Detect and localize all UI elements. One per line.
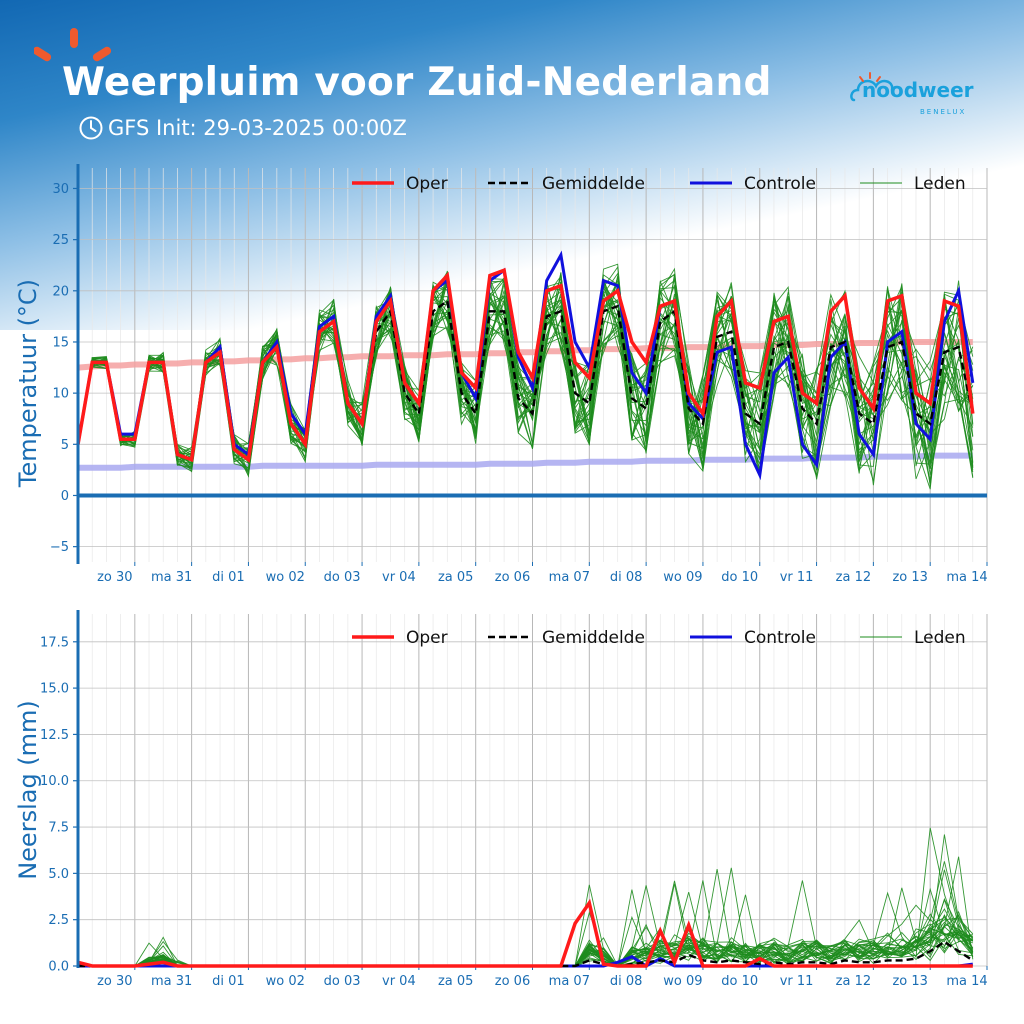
x-tick-label: di 08 [610,974,643,989]
legend-label: Gemiddelde [542,628,645,648]
x-tick-label: do 03 [324,570,361,585]
x-tick-label: di 01 [212,570,245,585]
y-tick-label: 15 [52,335,69,350]
member-line [77,281,973,477]
x-tick-label: za 12 [836,570,871,585]
sun-logo-icon [34,28,112,62]
x-tick-label: zo 13 [892,570,927,585]
x-tick-label: wo 02 [266,974,305,989]
x-tick-label: wo 02 [266,570,305,585]
clock-icon [79,116,103,140]
y-tick-label: 12.5 [40,728,69,743]
y-tick-label: 0 [61,489,69,504]
y-tick-label: −5 [50,540,69,555]
brand-name: noodweer [862,78,974,102]
y-tick-label: 15.0 [40,682,69,697]
member-line [78,926,974,967]
x-tick-label: vr 04 [382,570,416,585]
x-tick-label: zo 13 [892,974,927,989]
x-tick-label: ma 07 [549,974,590,989]
member-line [77,280,974,476]
x-tick-label: za 05 [438,974,473,989]
x-tick-label: do 10 [721,570,758,585]
legend-label: Oper [406,174,448,194]
header-background [0,0,1024,330]
y-tick-label: 25 [52,233,69,248]
x-tick-label: vr 11 [780,974,814,989]
y-tick-label: 0.0 [48,960,69,975]
y-tick-label: 10 [52,387,69,402]
x-tick-label: do 10 [721,974,758,989]
legend-label: Gemiddelde [542,174,645,194]
x-tick-label: wo 09 [663,974,702,989]
member-line [77,285,974,473]
x-tick-label: ma 14 [946,974,987,989]
x-tick-label: zo 06 [495,570,530,585]
oper-line [77,898,973,968]
precipitation-chart: 0.0 2.5 5.0 7.5 10.0 12.5 15.0 17.5 zo 30 ma 31 di… [14,610,988,989]
init-time-text: GFS Init: 29-03-2025 00:00Z [108,116,407,140]
y-tick-label: 5.0 [48,867,69,882]
y-tick-label: 30 [52,182,69,197]
brand-logo[interactable]: noodweer BENELUX [848,70,978,120]
y-axis-label: Temperatuur (°C) [14,279,42,488]
y-tick-label: 20 [52,284,69,299]
x-tick-label: ma 07 [549,570,590,585]
x-tick-label: vr 11 [780,570,814,585]
legend-label: Leden [914,174,966,194]
member-line [77,276,974,481]
page-title: Weerpluim voor Zuid-Nederland [62,60,772,105]
init-time: GFS Init: 29-03-2025 00:00Z [78,115,407,141]
x-tick-label: wo 09 [663,570,702,585]
y-tick-label: 7.5 [48,821,69,836]
x-tick-label: ma 31 [151,974,192,989]
y-tick-label: 5 [61,438,69,453]
header: Weerpluim voor Zuid-Nederland GFS Init: … [0,0,1024,150]
member-line [78,923,974,967]
x-tick-label: za 12 [836,974,871,989]
x-tick-label: zo 30 [97,570,132,585]
member-line [78,827,973,967]
legend-label: Controle [744,628,816,648]
y-tick-label: 2.5 [48,913,69,928]
x-tick-label: zo 30 [97,974,132,989]
legend-label: Leden [914,628,966,648]
y-tick-label: 17.5 [40,635,69,650]
climate-min-line [78,452,973,471]
legend-label: Controle [744,174,816,194]
x-tick-label: do 03 [324,974,361,989]
noodweer-cloud-icon [850,72,894,102]
member-line [78,834,974,967]
climate-max-line [77,339,973,371]
oper-line [76,267,975,463]
x-tick-label: za 05 [438,570,473,585]
x-tick-label: di 08 [610,570,643,585]
x-tick-label: vr 04 [382,974,416,989]
y-axis-label: Neerslag (mm) [14,700,42,880]
x-tick-label: di 01 [212,974,245,989]
x-tick-label: ma 14 [946,570,987,585]
x-tick-label: zo 06 [495,974,530,989]
brand-sub: BENELUX [920,108,967,116]
temperature-chart: −5 0 5 10 15 20 25 30 zo 30 ma 31 di 01 wo 02 do 03 v… [14,164,988,585]
x-tick-label: ma 31 [151,570,192,585]
legend-label: Oper [406,628,448,648]
y-tick-label: 10.0 [40,774,69,789]
